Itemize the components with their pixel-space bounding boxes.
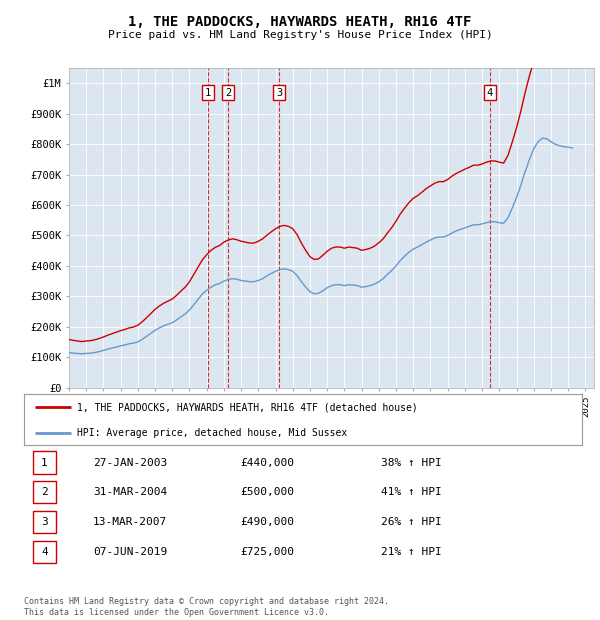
Text: 1, THE PADDOCKS, HAYWARDS HEATH, RH16 4TF (detached house): 1, THE PADDOCKS, HAYWARDS HEATH, RH16 4T…	[77, 402, 418, 412]
Text: 07-JUN-2019: 07-JUN-2019	[93, 547, 167, 557]
Text: £500,000: £500,000	[240, 487, 294, 497]
Text: 1, THE PADDOCKS, HAYWARDS HEATH, RH16 4TF: 1, THE PADDOCKS, HAYWARDS HEATH, RH16 4T…	[128, 16, 472, 30]
Text: 4: 4	[41, 547, 48, 557]
Text: 27-JAN-2003: 27-JAN-2003	[93, 458, 167, 467]
Text: 38% ↑ HPI: 38% ↑ HPI	[381, 458, 442, 467]
Text: 21% ↑ HPI: 21% ↑ HPI	[381, 547, 442, 557]
Text: 41% ↑ HPI: 41% ↑ HPI	[381, 487, 442, 497]
Text: 13-MAR-2007: 13-MAR-2007	[93, 517, 167, 527]
Text: HPI: Average price, detached house, Mid Sussex: HPI: Average price, detached house, Mid …	[77, 428, 347, 438]
Text: 3: 3	[41, 517, 48, 527]
Text: 2: 2	[41, 487, 48, 497]
Text: 3: 3	[276, 87, 282, 97]
Text: Contains HM Land Registry data © Crown copyright and database right 2024.
This d: Contains HM Land Registry data © Crown c…	[24, 598, 389, 617]
Text: £725,000: £725,000	[240, 547, 294, 557]
Text: 1: 1	[41, 458, 48, 467]
Text: 1: 1	[205, 87, 211, 97]
Text: 2: 2	[225, 87, 232, 97]
Text: £490,000: £490,000	[240, 517, 294, 527]
Text: Price paid vs. HM Land Registry's House Price Index (HPI): Price paid vs. HM Land Registry's House …	[107, 30, 493, 40]
Text: 4: 4	[487, 87, 493, 97]
Text: 26% ↑ HPI: 26% ↑ HPI	[381, 517, 442, 527]
Text: 31-MAR-2004: 31-MAR-2004	[93, 487, 167, 497]
Text: £440,000: £440,000	[240, 458, 294, 467]
